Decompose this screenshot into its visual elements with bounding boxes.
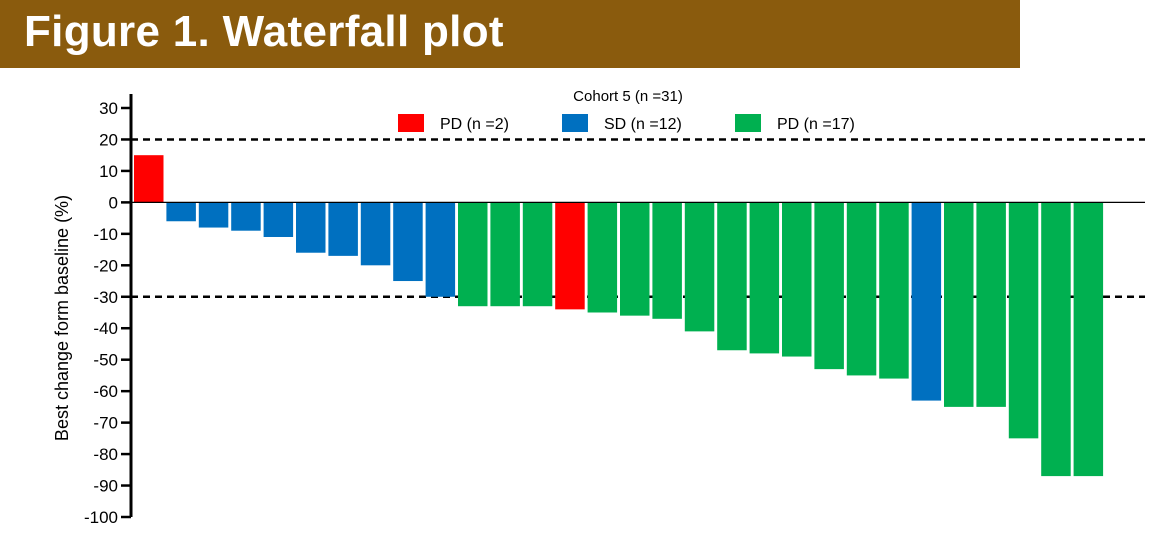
chart-title: Cohort 5 (n =31) [573, 88, 683, 105]
bar [490, 202, 520, 307]
legend-swatch [398, 114, 424, 132]
y-tick-label: -30 [93, 288, 118, 307]
bar [328, 202, 358, 256]
y-tick-label: -60 [93, 382, 118, 401]
legend: PD (n =2) SD (n =12) PD (n =17) [398, 114, 855, 133]
bar [1008, 202, 1039, 439]
bar [296, 202, 326, 253]
bar [198, 202, 229, 228]
bar [717, 202, 747, 351]
legend-swatch [735, 114, 761, 132]
y-tick-label: -70 [93, 414, 118, 433]
y-axis-label: Best change form baseline (%) [52, 195, 72, 441]
bar [782, 202, 812, 357]
legend-swatch [562, 114, 588, 132]
bar [652, 202, 682, 319]
bar [263, 202, 294, 237]
bar [684, 202, 715, 332]
bar [393, 202, 423, 282]
bar [231, 202, 261, 231]
y-tick-label: 0 [109, 193, 118, 212]
bar [911, 202, 942, 401]
y-tick-label: 20 [99, 130, 118, 149]
bar [555, 202, 585, 310]
bar [976, 202, 1006, 407]
bar [846, 202, 877, 376]
bar [458, 202, 488, 307]
bar [1041, 202, 1071, 477]
y-tick-label: -20 [93, 256, 118, 275]
figure-banner: Figure 1. Waterfall plot [0, 0, 1020, 68]
y-tick-label: -40 [93, 319, 118, 338]
bar [1073, 202, 1104, 477]
bar [879, 202, 909, 379]
y-tick-label: -10 [93, 225, 118, 244]
legend-label: PD (n =17) [777, 116, 855, 133]
bar [425, 202, 456, 297]
legend-label: SD (n =12) [604, 116, 682, 133]
y-axis: 30 20 10 0 -10 -20 -30 -40 -50 -60 -70 -80 -90 -100 [84, 94, 1145, 527]
bar [814, 202, 844, 370]
bar [360, 202, 391, 266]
bar [944, 202, 974, 407]
bar [522, 202, 553, 307]
bar [749, 202, 780, 354]
y-tick-label: 30 [99, 99, 118, 118]
bar [620, 202, 650, 316]
legend-label: PD (n =2) [440, 116, 509, 133]
bar [587, 202, 618, 313]
y-tick-label: 10 [99, 162, 118, 181]
bar [134, 155, 164, 203]
y-tick-label: -80 [93, 445, 118, 464]
y-tick-label: -50 [93, 351, 118, 370]
bars [134, 155, 1104, 477]
y-tick-label: -100 [84, 508, 118, 527]
y-tick-label: -90 [93, 477, 118, 496]
bar [166, 202, 196, 222]
figure-title: Figure 1. Waterfall plot [24, 7, 504, 56]
